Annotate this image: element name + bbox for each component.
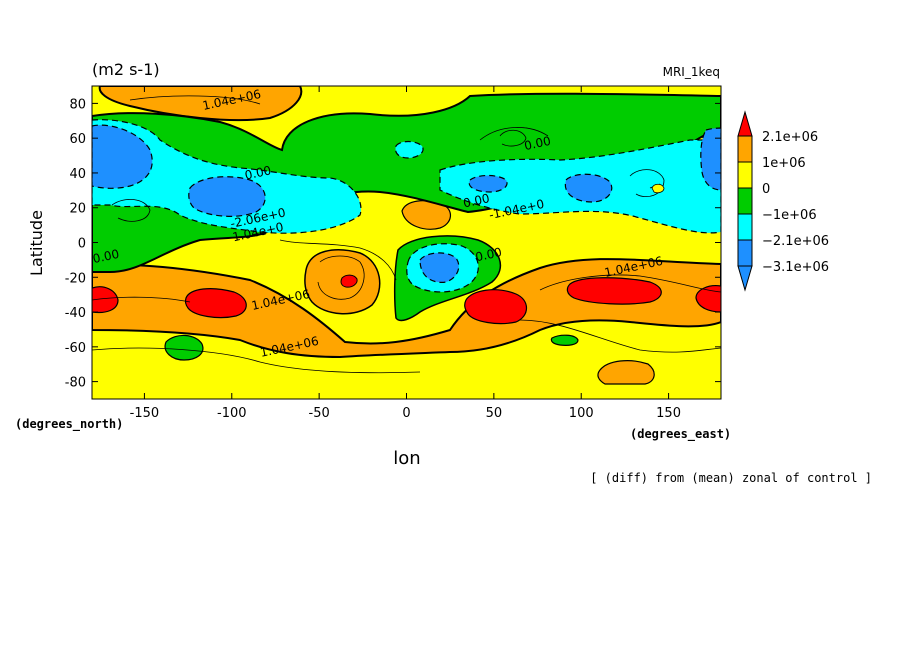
contour-label: 0.00 [474, 245, 503, 264]
contour-label: 0.00 [243, 163, 272, 182]
x-tick-label: 50 [486, 406, 503, 421]
band-orange-70s [597, 360, 655, 385]
contour-line-8 [629, 169, 665, 197]
band-cyan-north [92, 119, 362, 234]
colorbar-label: −1e+06 [762, 208, 817, 223]
x-tick-label: 150 [656, 406, 681, 421]
y-tick-label: 40 [69, 167, 86, 182]
colorbar-segment [737, 161, 753, 189]
x-axis: -150 -100 -50 0 50 100 150 [130, 86, 681, 421]
colorbar-label: −3.1e+06 [762, 260, 829, 275]
x-axis-title: lon [393, 448, 420, 469]
contour-line-1 [129, 95, 261, 105]
x-tick-label: 100 [569, 406, 594, 421]
colorbar-segment [737, 213, 753, 241]
contour-line-10 [317, 255, 365, 300]
band-red-2 [464, 289, 528, 325]
plot-area [92, 86, 721, 399]
y-tick-label: 20 [69, 202, 86, 217]
band-blue-1 [92, 124, 153, 189]
contour-line-5 [479, 127, 549, 141]
colorbar-label: 0 [762, 182, 770, 197]
units-label: (m2 s-1) [92, 60, 160, 79]
footnote: [ (diff) from (mean) zonal of control ] [590, 471, 872, 485]
colorbar-segment [737, 239, 753, 267]
contour-line-4 [279, 239, 397, 281]
contour-line-11 [92, 296, 191, 303]
band-orange-20n [401, 200, 451, 230]
y-tick-label: -20 [65, 271, 86, 286]
band-cyan-smallpatch [394, 140, 424, 159]
x-unit-label: (degrees_east) [630, 427, 731, 442]
colorbar-segment [737, 187, 753, 215]
band-red-3 [566, 277, 662, 305]
x-tick-label: -50 [309, 406, 330, 421]
band-red-1 [184, 288, 247, 319]
x-tick-label: 0 [402, 406, 410, 421]
contour-line-6 [111, 199, 151, 222]
band-green-southpatch-2 [550, 334, 579, 346]
band-green-southpatch-1 [164, 334, 204, 361]
colorbar-cap-top [737, 110, 753, 137]
band-red-5 [695, 285, 721, 313]
yellow-island-1 [651, 183, 665, 194]
model-label: MRI_1keq [663, 65, 720, 79]
y-tick-label: 0 [78, 237, 86, 252]
colorbar-label: −2.1e+06 [762, 234, 829, 249]
band-blue-5 [468, 174, 508, 193]
thin-contours [92, 95, 721, 374]
y-axis-title: Latitude [27, 210, 46, 276]
band-orange-south [92, 258, 721, 359]
y-tick-label: -80 [65, 376, 86, 391]
band-blue-3 [700, 127, 721, 191]
colorbar-cap-bottom [737, 265, 753, 292]
contour-line-12 [539, 274, 721, 293]
y-axis: -80 -60 -40 -20 0 20 40 60 80 [65, 97, 721, 391]
colorbar-label: 1e+06 [762, 156, 806, 171]
x-tick-label: -100 [217, 406, 247, 421]
band-red-6 [340, 274, 358, 288]
x-tick-label: -150 [130, 406, 160, 421]
contour-line-7 [499, 129, 527, 147]
y-tick-label: -60 [65, 341, 86, 356]
colorbar-label: 2.1e+06 [762, 130, 818, 145]
contour-line-2 [92, 347, 421, 374]
contour-label: 0.00 [462, 191, 491, 210]
y-tick-label: 80 [69, 97, 86, 112]
band-blue-6 [419, 252, 460, 283]
y-tick-label: -40 [65, 306, 86, 321]
y-tick-label: 60 [69, 132, 86, 147]
band-blue-2 [188, 176, 266, 217]
colorbar: 2.1e+06 1e+06 0 −1e+06 −2.1e+06 −3.1e+06 [737, 110, 829, 292]
band-red-4 [92, 286, 119, 314]
contour-label: 0.00 [523, 134, 552, 153]
contour-line-3 [519, 319, 721, 353]
band-blue-4 [564, 173, 613, 203]
contour-label: 0.00 [91, 247, 120, 266]
colorbar-segment [737, 135, 753, 163]
y-unit-label: (degrees_north) [15, 417, 123, 432]
